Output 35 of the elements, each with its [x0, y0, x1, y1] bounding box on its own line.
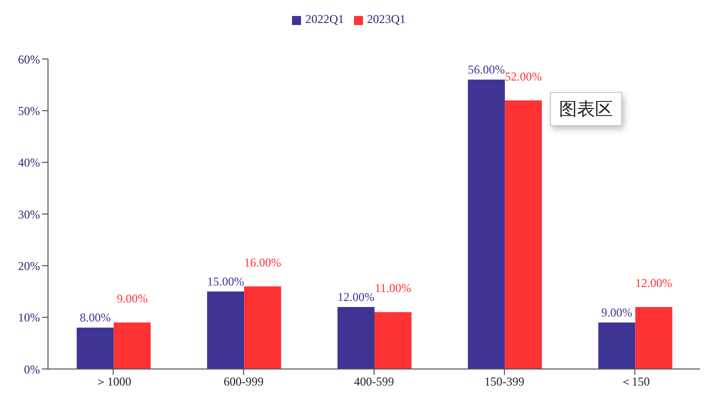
x-tick-label: 150-399: [484, 374, 524, 389]
data-label: 15.00%: [207, 274, 244, 288]
data-label: 52.00%: [504, 69, 542, 84]
legend-label: 2022Q1: [305, 12, 344, 26]
data-label: 12.00%: [635, 276, 672, 290]
data-label: 9.00%: [601, 306, 632, 320]
data-label: 9.00%: [116, 292, 148, 306]
y-tick-label: 60%: [18, 52, 40, 66]
x-tick-label: 600-999: [224, 374, 264, 389]
bar: [468, 80, 505, 369]
bar: [207, 292, 244, 369]
x-tick-label: 400-599: [354, 374, 394, 389]
y-tick-label: 10%: [18, 310, 40, 325]
legend-label: 2023Q1: [367, 12, 406, 26]
data-label: 12.00%: [337, 290, 374, 304]
x-tick-label: ＜150: [620, 374, 650, 389]
bar: [374, 312, 412, 369]
bar: [76, 328, 114, 369]
data-label: 11.00%: [374, 281, 412, 296]
bar: [244, 286, 282, 369]
bar: [114, 322, 151, 369]
bar: [598, 322, 636, 369]
data-label: 56.00%: [468, 62, 505, 77]
data-label: 8.00%: [80, 310, 111, 325]
x-tick-label: ＞1000: [95, 374, 132, 389]
y-tick-label: 20%: [18, 258, 40, 273]
y-tick-label: 30%: [18, 207, 40, 222]
bar: [635, 307, 672, 369]
bar: [337, 307, 374, 369]
y-tick-label: 40%: [18, 156, 40, 170]
annotation: 图表区: [550, 92, 622, 126]
y-tick-label: 0%: [24, 362, 40, 376]
bar: [504, 100, 542, 369]
y-tick-label: 50%: [18, 104, 40, 118]
data-label: 16.00%: [244, 255, 282, 270]
